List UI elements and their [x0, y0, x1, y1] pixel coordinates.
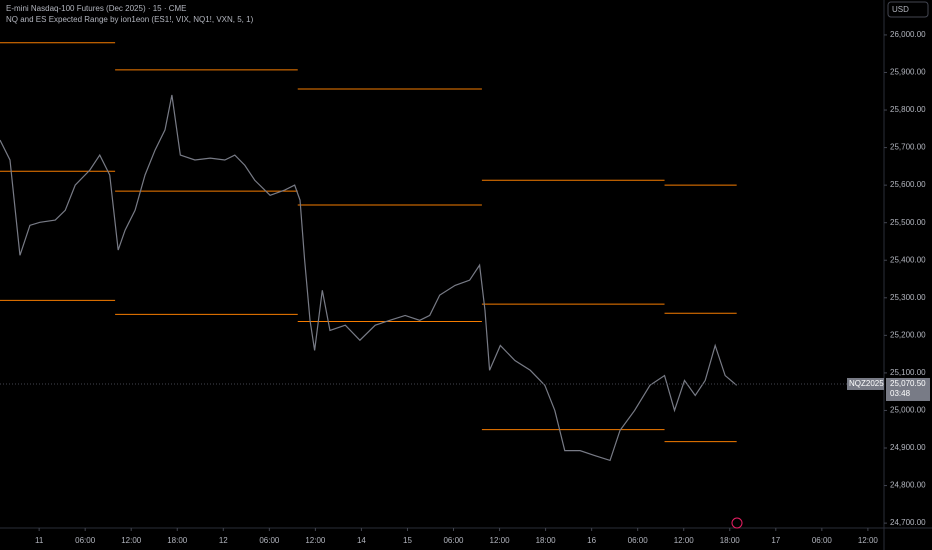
- x-tick-label: 12:00: [858, 536, 879, 545]
- x-tick-label: 16: [587, 536, 596, 545]
- symbol-label: NQZ2025: [849, 379, 884, 388]
- y-tick-label: 25,600.00: [890, 180, 926, 189]
- x-tick-label: 06:00: [812, 536, 833, 545]
- y-tick-label: 25,100.00: [890, 368, 926, 377]
- x-tick-label: 12: [219, 536, 228, 545]
- chart-title: E-mini Nasdaq-100 Futures (Dec 2025) · 1…: [6, 4, 187, 13]
- replay-icon[interactable]: [731, 517, 743, 529]
- y-tick-label: 25,000.00: [890, 406, 926, 415]
- y-tick-label: 25,900.00: [890, 68, 926, 77]
- countdown: 03:48: [890, 389, 911, 398]
- x-tick-label: 12:00: [490, 536, 511, 545]
- x-tick-label: 17: [771, 536, 780, 545]
- x-tick-label: 06:00: [75, 536, 96, 545]
- x-tick-label: 12:00: [674, 536, 695, 545]
- x-tick-label: 18:00: [167, 536, 188, 545]
- currency-button[interactable]: [887, 1, 929, 18]
- y-tick-label: 24,900.00: [890, 443, 926, 452]
- currency[interactable]: USD: [892, 5, 909, 14]
- y-tick-label: 25,800.00: [890, 105, 926, 114]
- y-tick-label: 26,000.00: [890, 30, 926, 39]
- y-tick-label: 24,800.00: [890, 481, 926, 490]
- x-tick-label: 12:00: [121, 536, 142, 545]
- symbol-tag: [847, 377, 884, 390]
- last-price-tag: [886, 377, 930, 401]
- y-tick-label: 25,300.00: [890, 293, 926, 302]
- x-tick-label: 12:00: [305, 536, 326, 545]
- y-tick-label: 24,700.00: [890, 518, 926, 527]
- last-price-label: 25,070.50: [890, 379, 926, 388]
- x-tick-label: 11: [35, 536, 44, 545]
- x-tick-label: 14: [357, 536, 366, 545]
- x-tick-label: 18:00: [536, 536, 557, 545]
- indicator-title: NQ and ES Expected Range by ion1eon (ES1…: [6, 15, 254, 24]
- y-tick-label: 25,700.00: [890, 143, 926, 152]
- y-tick-label: 25,400.00: [890, 255, 926, 264]
- x-tick-label: 06:00: [259, 536, 280, 545]
- x-tick-label: 06:00: [628, 536, 649, 545]
- x-tick-label: 06:00: [443, 536, 464, 545]
- y-tick-label: 25,500.00: [890, 218, 926, 227]
- x-tick-label: 15: [403, 536, 412, 545]
- y-tick-label: 25,200.00: [890, 330, 926, 339]
- price-line: [0, 94, 738, 462]
- x-tick-label: 18:00: [720, 536, 741, 545]
